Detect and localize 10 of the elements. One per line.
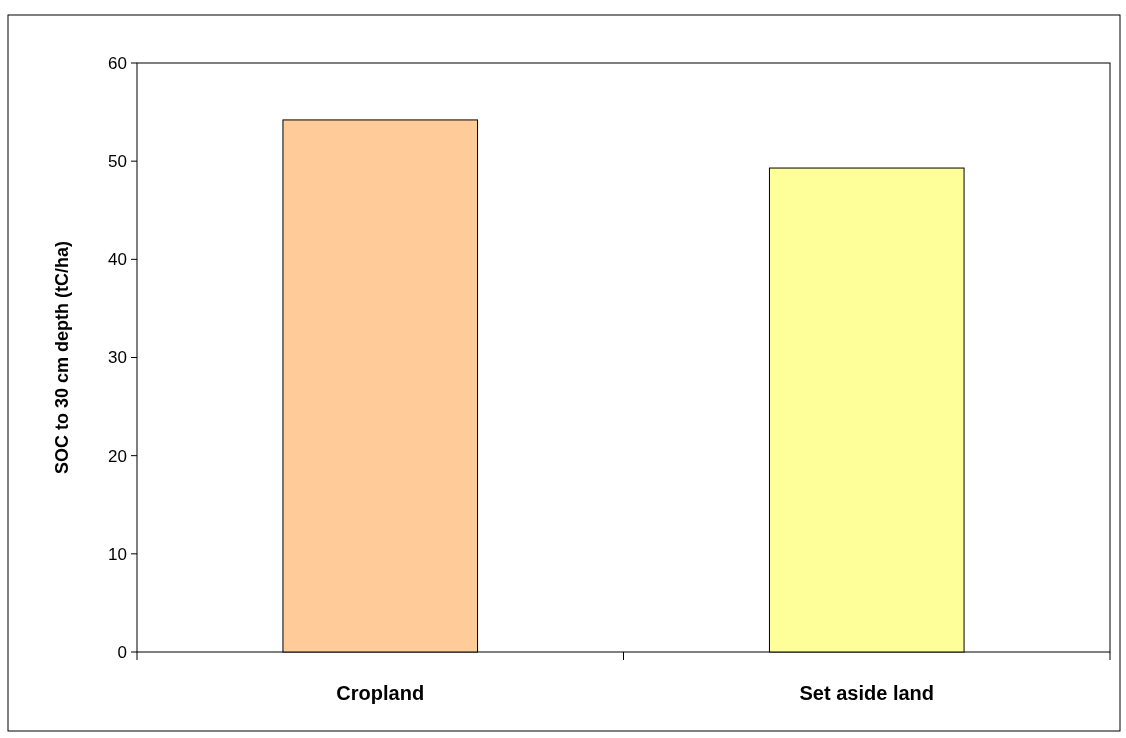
y-tick-label: 50 [108,152,127,172]
y-tick-label: 60 [108,53,127,73]
x-tick-label: Cropland [336,682,425,704]
y-tick-label: 0 [117,642,127,662]
y-tick-label: 30 [108,348,127,368]
y-tick-label: 40 [108,250,127,270]
y-tick-label: 10 [108,544,127,564]
y-tick-label: 20 [108,446,127,466]
x-tick-label: Set aside land [799,682,934,704]
y-axis-title: SOC to 30 cm depth (tC/ha) [52,240,72,475]
